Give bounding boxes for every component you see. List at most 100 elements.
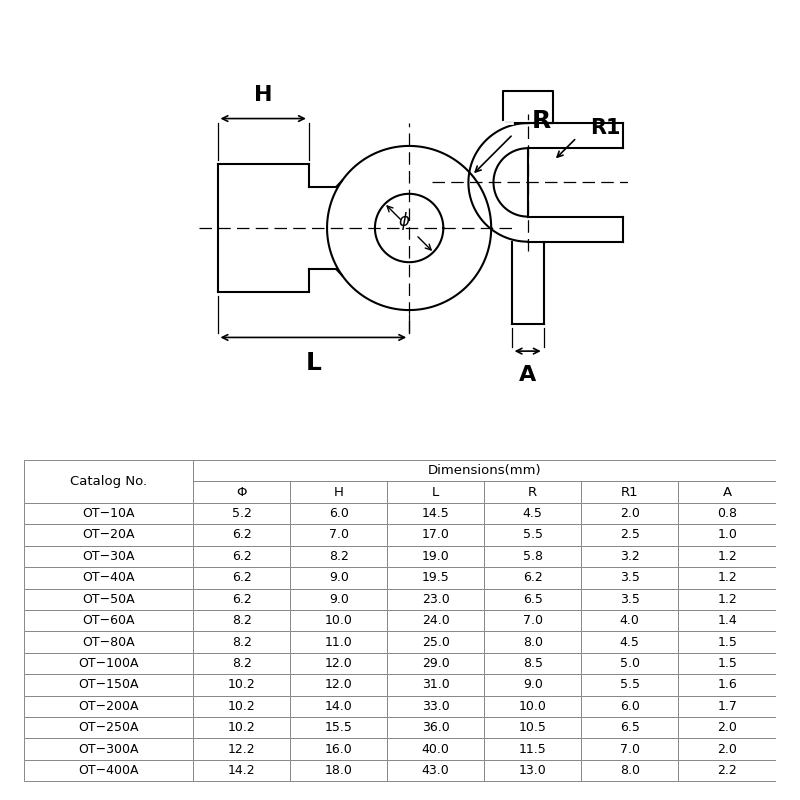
Text: Catalog No.: Catalog No. [70,475,147,488]
Bar [484,524,582,546]
Text: OT−60A: OT−60A [82,614,135,627]
Text: OT−100A: OT−100A [78,657,139,670]
Text: OT−10A: OT−10A [82,507,135,520]
Text: 11.0: 11.0 [325,635,353,649]
Bar [194,696,290,717]
Bar [194,482,290,503]
Bar [290,738,387,760]
Bar [194,567,290,589]
Bar [678,524,776,546]
Text: L: L [306,351,322,375]
Bar [24,738,194,760]
Bar [24,503,194,524]
Bar [290,567,387,589]
Text: A: A [722,486,732,498]
Text: 2.0: 2.0 [717,742,737,756]
Bar [582,760,678,782]
Text: 23.0: 23.0 [422,593,450,606]
Text: 12.2: 12.2 [228,742,255,756]
Text: 13.0: 13.0 [519,764,546,777]
Bar [194,503,290,524]
Bar [582,653,678,674]
Text: 10.2: 10.2 [228,700,255,713]
Text: 40.0: 40.0 [422,742,450,756]
Bar [484,696,582,717]
Text: 12.0: 12.0 [325,657,353,670]
Bar [24,674,194,696]
Bar [387,524,484,546]
Bar [678,610,776,631]
Text: 4.0: 4.0 [620,614,640,627]
Text: 5.2: 5.2 [232,507,252,520]
Text: 6.2: 6.2 [232,529,251,542]
Text: 5.0: 5.0 [620,657,640,670]
Text: 1.5: 1.5 [717,657,737,670]
Text: 14.2: 14.2 [228,764,255,777]
Bar [24,631,194,653]
Bar [194,631,290,653]
Bar [194,589,290,610]
Text: 6.5: 6.5 [522,593,542,606]
Bar [290,717,387,738]
Text: 0.8: 0.8 [717,507,737,520]
Text: OT−200A: OT−200A [78,700,139,713]
Bar [387,546,484,567]
Text: 9.0: 9.0 [329,571,349,584]
Bar [387,696,484,717]
Bar [582,589,678,610]
Bar [194,610,290,631]
Text: 6.2: 6.2 [232,550,251,563]
Text: 8.2: 8.2 [232,614,252,627]
Text: Φ: Φ [237,486,247,498]
Bar [290,589,387,610]
Text: 9.0: 9.0 [329,593,349,606]
Text: 8.2: 8.2 [232,657,252,670]
Bar [24,696,194,717]
Bar [194,717,290,738]
Bar [484,760,582,782]
Text: R: R [531,109,550,133]
Text: 1.0: 1.0 [717,529,737,542]
Bar [194,524,290,546]
Bar [582,610,678,631]
Text: 15.5: 15.5 [325,722,353,734]
Bar [290,610,387,631]
Bar [678,653,776,674]
Bar [290,503,387,524]
Text: R1: R1 [590,118,621,138]
Bar [24,760,194,782]
Bar [484,503,582,524]
Bar [387,567,484,589]
Bar [387,589,484,610]
Text: R1: R1 [621,486,638,498]
Bar [582,674,678,696]
Bar [582,546,678,567]
Text: 8.0: 8.0 [620,764,640,777]
Text: 2.0: 2.0 [717,722,737,734]
Bar [290,674,387,696]
Bar [387,760,484,782]
Bar [484,738,582,760]
Bar [290,760,387,782]
Text: Dimensions(mm): Dimensions(mm) [428,464,542,478]
Bar [24,653,194,674]
Text: 29.0: 29.0 [422,657,450,670]
Text: 10.0: 10.0 [518,700,546,713]
Bar [194,674,290,696]
Bar [678,674,776,696]
Text: OT−80A: OT−80A [82,635,135,649]
Text: 1.2: 1.2 [718,571,737,584]
Text: 6.5: 6.5 [620,722,640,734]
Text: 18.0: 18.0 [325,764,353,777]
Text: 3.5: 3.5 [620,593,640,606]
Text: 14.5: 14.5 [422,507,450,520]
Bar [387,631,484,653]
Bar [194,760,290,782]
Bar [387,610,484,631]
Text: 4.5: 4.5 [522,507,542,520]
Bar [290,546,387,567]
Bar [582,631,678,653]
Bar [484,631,582,653]
Text: 10.2: 10.2 [228,722,255,734]
Bar [582,696,678,717]
